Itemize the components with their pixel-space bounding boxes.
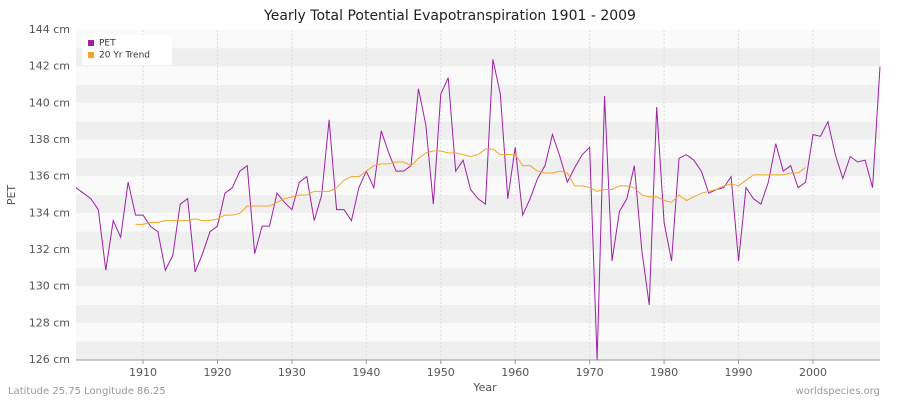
x-tick-label: 1930: [278, 366, 306, 379]
y-tick-label: 128 cm: [29, 316, 70, 329]
x-axis-label: Year: [472, 381, 497, 394]
grid-band: [76, 341, 880, 360]
x-tick-label: 2000: [799, 366, 827, 379]
grid-band: [76, 158, 880, 177]
grid-band: [76, 195, 880, 214]
grid-band: [76, 305, 880, 324]
legend-swatch: [88, 52, 94, 58]
x-tick-label: 1950: [427, 366, 455, 379]
grid-band: [76, 48, 880, 67]
chart-title: Yearly Total Potential Evapotranspiratio…: [263, 8, 636, 24]
y-tick-label: 126 cm: [29, 353, 70, 366]
y-tick-label: 132 cm: [29, 243, 70, 256]
legend-box: [82, 35, 172, 65]
grid-band: [76, 85, 880, 104]
grid-band: [76, 121, 880, 140]
x-tick-label: 1910: [129, 366, 157, 379]
y-tick-label: 140 cm: [29, 96, 70, 109]
legend-label: 20 Yr Trend: [99, 51, 150, 61]
x-tick-label: 1940: [352, 366, 380, 379]
x-tick-label: 1920: [203, 366, 231, 379]
x-tick-label: 1990: [725, 366, 753, 379]
footer-right: worldspecies.org: [796, 386, 880, 397]
x-tick-label: 1980: [650, 366, 678, 379]
series-line: [135, 148, 806, 225]
footer-left: Latitude 25.75 Longitude 86.25: [8, 386, 166, 397]
grid-band: [76, 268, 880, 287]
y-tick-label: 142 cm: [29, 60, 70, 73]
x-tick-label: 1970: [576, 366, 604, 379]
legend: PET 20 Yr Trend: [82, 35, 172, 65]
y-axis-label: PET: [5, 185, 18, 206]
y-tick-label: 144 cm: [29, 23, 70, 36]
series-line: [75, 59, 881, 361]
y-tick-label: 136 cm: [29, 170, 70, 183]
legend-swatch: [88, 40, 94, 46]
legend-label: PET: [99, 39, 116, 49]
y-tick-label: 138 cm: [29, 133, 70, 146]
grid-band: [76, 231, 880, 250]
x-tick-label: 1960: [501, 366, 529, 379]
y-tick-label: 130 cm: [29, 280, 70, 293]
y-tick-label: 134 cm: [29, 206, 70, 219]
